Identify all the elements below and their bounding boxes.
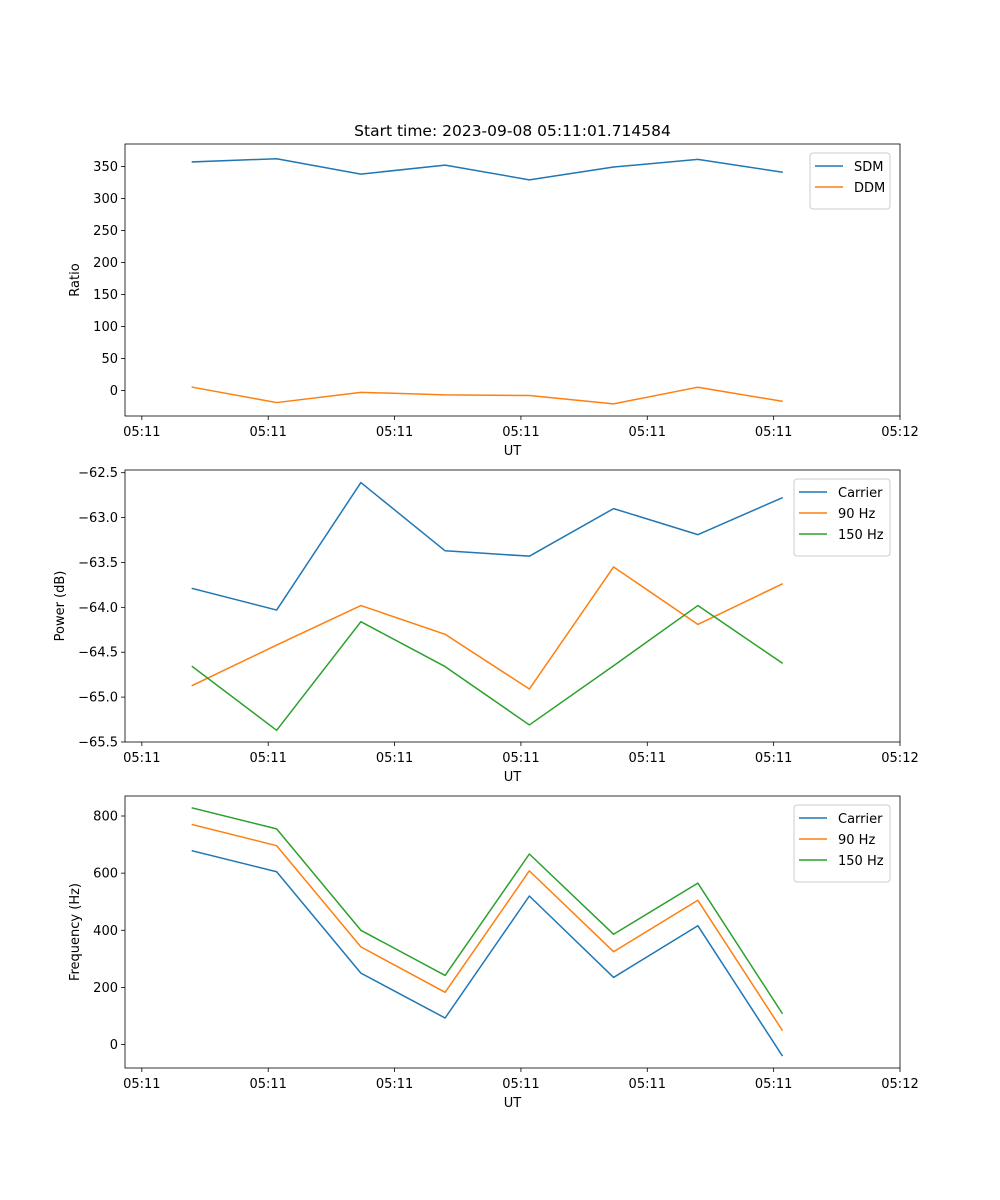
ratio-y-tick-label: 250 [93,224,118,239]
chart-title: Start time: 2023-09-08 05:11:01.714584 [354,122,671,140]
frequency-x-tick-label: 05:11 [755,1077,792,1092]
ratio-legend-box [809,152,891,210]
ratio-x-tick-label: 05:11 [502,425,539,440]
ratio-legend-label: SDM [854,160,883,175]
power-x-tick-label: 05:12 [881,751,918,766]
frequency-y-tick-label: 0 [110,1038,118,1053]
ratio-y-tick-label: 100 [93,320,118,335]
y-axis-label-power: Power (dB) [53,571,68,642]
power-x-tick-label: 05:11 [249,751,286,766]
frequency-legend: Carrier 90 Hz 150 Hz [793,804,891,883]
ratio-x-tick-label: 05:11 [123,425,160,440]
ratio-x-tick-label: 05:11 [249,425,286,440]
frequency-y-tick-label: 200 [93,981,118,996]
power-y-tick-label: −65.5 [78,736,118,751]
ratio-x-tick-label: 05:12 [881,425,918,440]
power-legend-label: Carrier [838,486,883,501]
ratio-y-tick-label: 50 [101,352,118,367]
power-y-tick-label: −63.0 [78,511,118,526]
power-y-tick-label: −65.0 [78,691,118,706]
frequency-series-line-0 [191,849,784,1057]
ratio-axes-frame [124,143,901,417]
power-y-tick-label: −63.5 [78,556,118,571]
ratio-series-line-1 [191,386,783,405]
power-legend: Carrier 90 Hz 150 Hz [793,478,891,557]
frequency-legend-label: 90 Hz [838,833,875,848]
frequency-series-line-1 [191,823,784,1032]
x-axis-label-ratio: UT [504,444,522,459]
ratio-x-tick-label: 05:11 [755,425,792,440]
frequency-x-tick-label: 05:12 [881,1077,918,1092]
power-y-tick-label: −64.5 [78,646,118,661]
power-y-tick-label: −62.5 [78,466,118,481]
ratio-y-tick-label: 350 [93,160,118,175]
frequency-legend-label: Carrier [838,812,883,827]
power-x-tick-label: 05:11 [502,751,539,766]
x-axis-label-frequency: UT [504,1096,522,1111]
ratio-y-tick-label: 150 [93,288,118,303]
ratio-panel: Start time: 2023-09-08 05:11:01.714584 U… [68,122,919,459]
frequency-y-tick-label: 800 [93,810,118,825]
ratio-x-tick-label: 05:11 [376,425,413,440]
ratio-legend-label: DDM [854,181,885,196]
power-legend-label: 150 Hz [838,528,884,543]
frequency-legend-box [793,804,891,883]
power-legend-box [793,478,891,557]
frequency-x-tick-label: 05:11 [629,1077,666,1092]
frequency-x-tick-label: 05:11 [123,1077,160,1092]
frequency-y-tick-label: 600 [93,867,118,882]
frequency-legend-label: 150 Hz [838,854,884,869]
ratio-legend: SDM DDM [809,152,891,210]
ratio-series-line-0 [191,157,783,181]
frequency-x-tick-label: 05:11 [376,1077,413,1092]
ratio-y-tick-label: 300 [93,192,118,207]
power-x-tick-label: 05:11 [629,751,666,766]
x-axis-label-power: UT [504,770,522,785]
y-axis-label-frequency: Frequency (Hz) [68,883,83,981]
ratio-y-tick-label: 200 [93,256,118,271]
power-x-tick-label: 05:11 [376,751,413,766]
power-axes-frame [124,469,901,743]
power-x-tick-label: 05:11 [755,751,792,766]
frequency-x-tick-label: 05:11 [502,1077,539,1092]
power-x-tick-label: 05:11 [123,751,160,766]
frequency-y-tick-label: 400 [93,924,118,939]
power-y-tick-label: −64.0 [78,601,118,616]
power-series-line-2 [191,604,784,732]
power-legend-label: 90 Hz [838,507,875,522]
frequency-x-tick-label: 05:11 [249,1077,286,1092]
frequency-panel: UT Frequency (Hz) 05:11 05:11 05:11 05:11 05… [68,795,919,1111]
ratio-y-tick-label: 0 [110,384,118,399]
frequency-series-line-2 [191,807,784,1015]
power-series-line-0 [191,481,784,611]
ratio-x-tick-label: 05:11 [629,425,666,440]
frequency-axes-frame [124,795,901,1069]
power-panel: UT Power (dB) 05:11 05:11 05:11 05:11 05:11 0… [53,466,919,785]
y-axis-label-ratio: Ratio [68,263,83,296]
